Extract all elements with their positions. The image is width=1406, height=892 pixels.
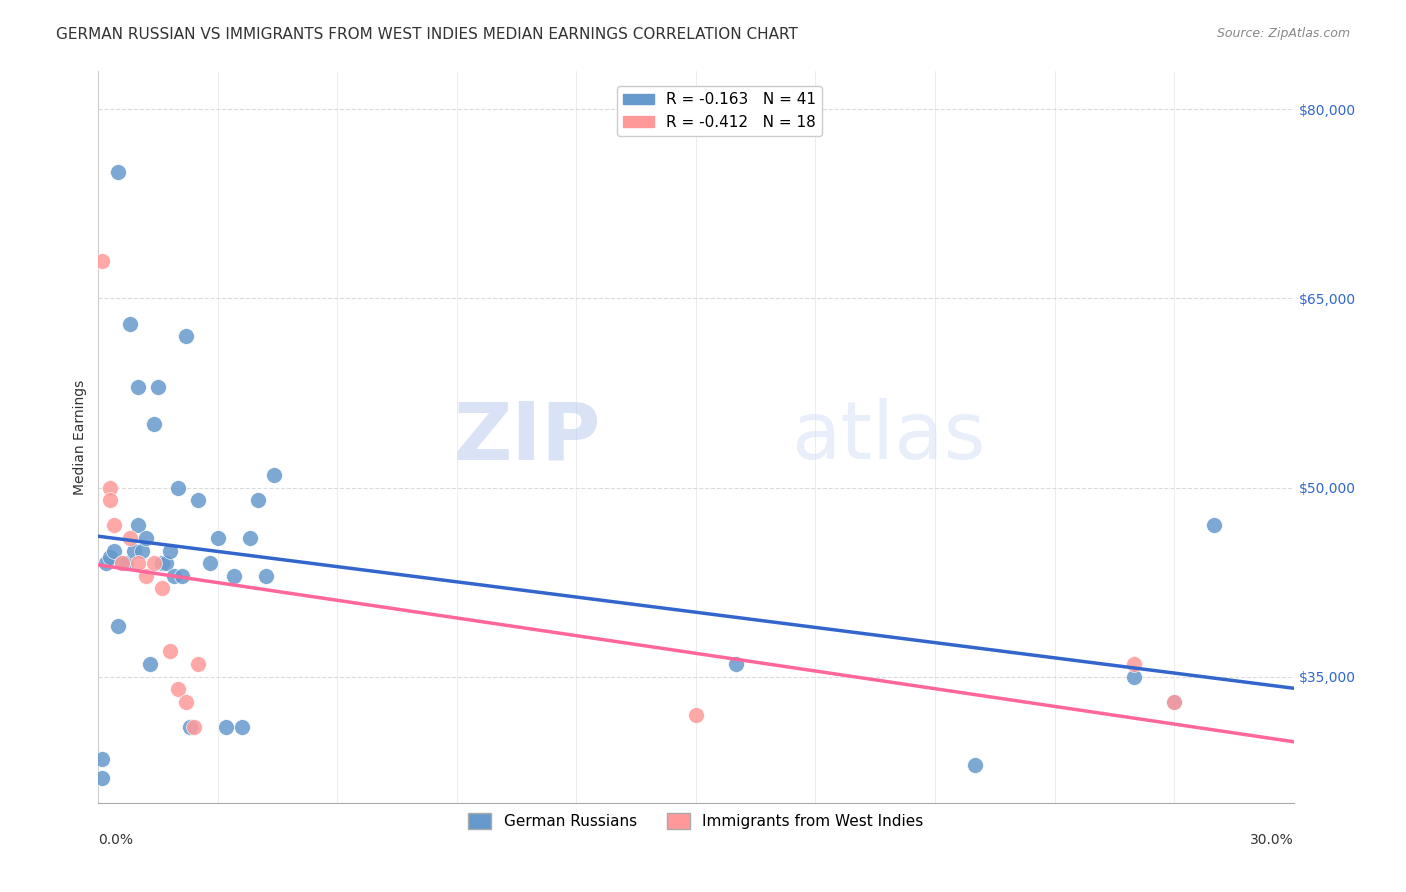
Point xyxy=(167,481,190,495)
Point xyxy=(103,543,125,558)
Point xyxy=(115,556,138,570)
Point xyxy=(131,543,153,558)
Point xyxy=(155,556,177,570)
Point xyxy=(1123,657,1146,671)
Point xyxy=(143,556,166,570)
Text: ZIP: ZIP xyxy=(453,398,600,476)
Point xyxy=(107,619,129,633)
Point xyxy=(120,317,142,331)
Point xyxy=(246,493,269,508)
Point xyxy=(148,379,170,393)
Point xyxy=(174,695,197,709)
Point xyxy=(127,518,149,533)
Point xyxy=(179,720,201,734)
Point xyxy=(183,720,205,734)
Point xyxy=(143,417,166,432)
Text: 30.0%: 30.0% xyxy=(1250,833,1294,847)
Point xyxy=(198,556,221,570)
Text: GERMAN RUSSIAN VS IMMIGRANTS FROM WEST INDIES MEDIAN EARNINGS CORRELATION CHART: GERMAN RUSSIAN VS IMMIGRANTS FROM WEST I… xyxy=(56,27,799,42)
Point xyxy=(159,644,181,658)
Point xyxy=(174,329,197,343)
Text: Source: ZipAtlas.com: Source: ZipAtlas.com xyxy=(1216,27,1350,40)
Point xyxy=(163,569,186,583)
Point xyxy=(963,758,986,772)
Point xyxy=(239,531,262,545)
Point xyxy=(187,657,209,671)
Point xyxy=(215,720,238,734)
Point xyxy=(150,582,173,596)
Point xyxy=(127,379,149,393)
Point xyxy=(98,549,122,564)
Point xyxy=(91,752,114,766)
Point xyxy=(263,467,285,482)
Point xyxy=(207,531,229,545)
Point xyxy=(150,556,173,570)
Text: 0.0%: 0.0% xyxy=(98,833,134,847)
Text: atlas: atlas xyxy=(792,398,986,476)
Point xyxy=(135,569,157,583)
Point xyxy=(127,556,149,570)
Point xyxy=(135,531,157,545)
Y-axis label: Median Earnings: Median Earnings xyxy=(73,379,87,495)
Point xyxy=(1123,670,1146,684)
Point xyxy=(91,771,114,785)
Point xyxy=(98,493,122,508)
Point xyxy=(724,657,747,671)
Point xyxy=(254,569,277,583)
Point xyxy=(98,481,122,495)
Point xyxy=(231,720,253,734)
Point xyxy=(685,707,707,722)
Point xyxy=(159,543,181,558)
Point xyxy=(139,657,162,671)
Point xyxy=(1163,695,1185,709)
Point xyxy=(111,556,134,570)
Point xyxy=(107,165,129,179)
Legend: German Russians, Immigrants from West Indies: German Russians, Immigrants from West In… xyxy=(463,807,929,836)
Point xyxy=(1202,518,1225,533)
Point xyxy=(124,543,146,558)
Point xyxy=(96,556,118,570)
Point xyxy=(120,531,142,545)
Point xyxy=(167,682,190,697)
Point xyxy=(103,518,125,533)
Point xyxy=(222,569,245,583)
Point xyxy=(91,253,114,268)
Point xyxy=(111,556,134,570)
Point xyxy=(187,493,209,508)
Point xyxy=(1163,695,1185,709)
Point xyxy=(172,569,194,583)
